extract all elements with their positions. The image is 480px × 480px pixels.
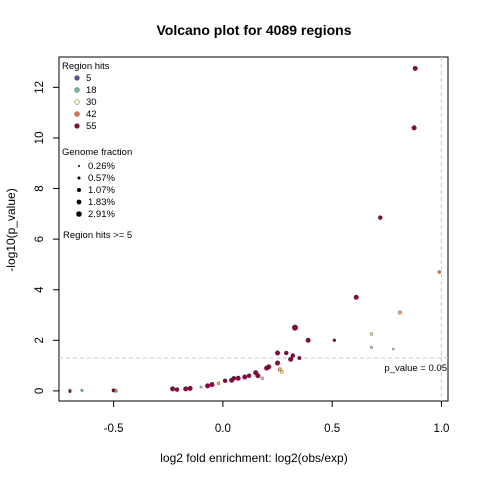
data-point	[297, 356, 302, 360]
data-point	[370, 346, 373, 349]
legend-hits-symbol	[74, 75, 80, 81]
legend-genome-fraction: Genome fraction 0.26%0.57%1.07%1.83%2.91…	[62, 147, 132, 220]
data-point	[205, 383, 211, 389]
data-point	[260, 376, 264, 380]
x-tick-label: -0.5	[104, 423, 124, 435]
data-point	[114, 389, 118, 393]
legend-fraction-label: 2.91%	[88, 209, 115, 220]
y-axis-label: -log10(p_value)	[4, 188, 18, 271]
data-point	[68, 390, 72, 393]
data-point	[292, 324, 298, 331]
data-point	[305, 337, 311, 343]
filter-note: Region hits >= 5	[63, 230, 132, 241]
data-point	[392, 347, 395, 351]
y-tick-label: 8	[34, 185, 46, 191]
legend-fraction-label: 1.07%	[88, 185, 115, 196]
legend-fraction-label: 0.26%	[88, 161, 115, 172]
data-point	[264, 365, 270, 371]
data-point	[369, 332, 374, 336]
legend-fraction-symbol	[78, 165, 80, 167]
data-point	[353, 294, 359, 300]
legend-hits-title: Region hits	[62, 61, 110, 72]
data-point	[411, 125, 417, 131]
data-point	[199, 385, 203, 389]
legend-fraction-symbol	[77, 176, 81, 180]
data-point	[288, 356, 294, 362]
data-point	[280, 370, 284, 374]
y-tick-label: 4	[34, 286, 46, 293]
data-points	[68, 65, 441, 393]
data-point	[437, 270, 441, 274]
y-tick-label: 10	[34, 132, 46, 145]
legend-fraction-symbol	[77, 188, 81, 192]
data-point	[412, 65, 418, 71]
legend-hits-label: 18	[86, 85, 97, 96]
data-point	[242, 374, 248, 380]
data-point	[183, 386, 189, 392]
legend-hits-symbol	[74, 111, 80, 117]
legend-hits-symbol	[74, 123, 80, 129]
chart-title: Volcano plot for 4089 regions	[156, 22, 351, 38]
x-axis-label: log2 fold enrichment: log2(obs/exp)	[160, 451, 347, 465]
data-point	[277, 367, 282, 372]
y-axis: 0 2 4 6 8 10 12	[34, 81, 59, 394]
data-point	[209, 382, 215, 388]
data-point	[174, 387, 180, 392]
threshold-label: p_value = 0.05	[384, 363, 447, 374]
y-tick-label: 2	[34, 337, 46, 343]
x-tick-label: 0.0	[215, 423, 231, 435]
legend-fraction-title: Genome fraction	[62, 147, 132, 158]
data-point	[275, 350, 280, 356]
legend-fraction-symbol	[76, 211, 82, 217]
y-tick-label: 0	[34, 388, 46, 394]
legend-hits-symbol	[74, 99, 80, 105]
data-point	[170, 386, 176, 392]
y-tick-label: 12	[34, 81, 46, 94]
legend-fraction-label: 1.83%	[88, 197, 115, 208]
legend-hits-label: 30	[86, 97, 97, 108]
data-point	[378, 215, 383, 220]
legend-hits-label: 5	[86, 73, 91, 84]
data-point	[397, 310, 402, 315]
data-point	[290, 353, 295, 358]
reference-lines	[59, 57, 448, 401]
data-point	[80, 389, 84, 392]
legend-fraction-symbol	[76, 199, 82, 205]
data-point	[216, 381, 221, 385]
data-point	[229, 377, 235, 383]
data-point	[332, 338, 337, 342]
data-point	[246, 373, 252, 378]
x-tick-label: 0.5	[324, 423, 340, 435]
legend-hits-label: 55	[86, 121, 97, 132]
data-point	[235, 375, 241, 381]
legend-fraction-label: 0.57%	[88, 173, 115, 184]
y-tick-label: 6	[34, 236, 46, 242]
data-point	[187, 385, 193, 391]
data-point	[222, 378, 228, 383]
data-point	[275, 360, 280, 366]
data-point	[255, 373, 261, 379]
plot-frame	[58, 56, 449, 402]
legend-hits-symbol	[74, 87, 80, 93]
x-tick-label: 1.0	[433, 423, 449, 435]
data-point	[284, 350, 289, 356]
x-axis: -0.5 0.0 0.5 1.0	[104, 401, 449, 435]
legend-hits-label: 42	[86, 109, 97, 120]
